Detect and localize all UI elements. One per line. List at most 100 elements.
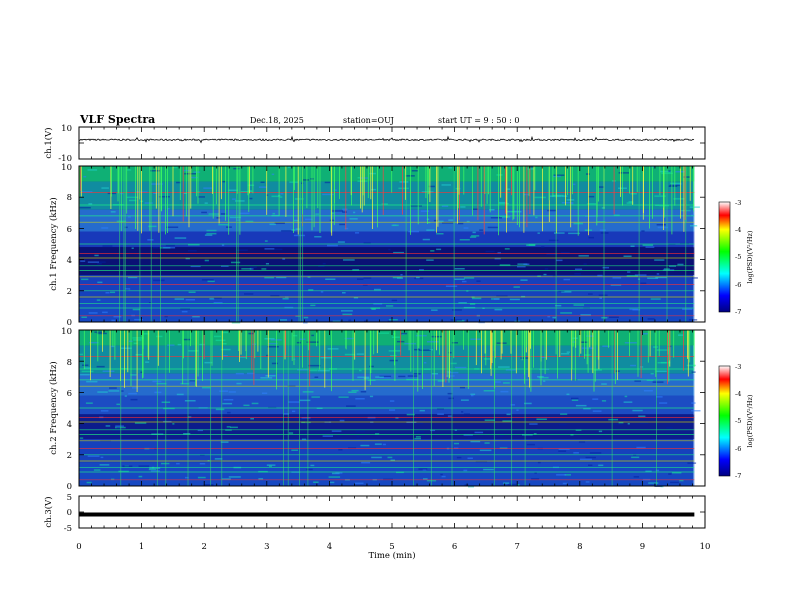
spectrogram-speckle: [279, 196, 283, 198]
spectrogram-speckle: [188, 291, 196, 293]
spectrogram-speckle: [556, 259, 563, 262]
spectrogram-speckle: [344, 353, 356, 356]
spectrogram-speckle: [337, 435, 341, 438]
spectrogram-speckle: [184, 173, 196, 175]
spectrogram-speckle: [359, 369, 362, 372]
spectrogram-speckle: [390, 459, 395, 461]
spectrogram-speckle: [311, 334, 314, 337]
ch1-cb-tick-m7: -7: [735, 308, 741, 316]
spectrogram-speckle: [468, 486, 474, 488]
spectrogram-speckle: [177, 343, 182, 346]
spectrogram-speckle: [484, 419, 495, 421]
spectrogram-speckle: [410, 205, 422, 207]
ch1-freq-tick-2: 2: [67, 287, 72, 297]
spectrogram-speckle: [148, 468, 157, 471]
spectrogram-speckle: [276, 425, 286, 428]
spectrogram-speckle: [499, 202, 509, 205]
spectrogram-speckle: [325, 278, 336, 280]
spectrogram-speckle: [348, 319, 352, 322]
spectrogram-speckle: [528, 244, 536, 246]
spectrogram-speckle: [266, 354, 269, 357]
spectrogram-speckle: [470, 440, 481, 443]
spectrogram-speckle: [97, 263, 102, 265]
spectrogram-speckle: [556, 474, 567, 476]
ch2-cb-tick-m4: -4: [735, 390, 741, 398]
spectrogram-speckle: [93, 469, 101, 471]
spectrogram-speckle: [558, 448, 570, 450]
ch2-spectrogram-bands: [79, 330, 701, 488]
spectrogram-band: [79, 395, 695, 415]
spectrogram-speckle: [450, 362, 457, 365]
spectrogram-speckle: [571, 203, 574, 205]
spectrogram-speckle: [333, 189, 337, 191]
spectrogram-speckle: [627, 423, 630, 425]
spectrogram-speckle: [138, 465, 150, 467]
spectrogram-speckle: [448, 351, 452, 354]
spectrogram-speckle: [201, 211, 207, 214]
spectrogram-speckle: [533, 433, 537, 435]
spectrogram-speckle: [563, 278, 571, 281]
spectrogram-speckle: [691, 402, 696, 404]
spectrogram-speckle: [264, 240, 268, 242]
spectrogram-speckle: [314, 376, 319, 378]
spectrogram-speckle: [502, 420, 512, 422]
spectrogram-speckle: [463, 469, 468, 472]
spectrogram-speckle: [209, 298, 215, 300]
spectrogram-speckle: [584, 354, 591, 356]
spectrogram-speckle: [314, 236, 322, 238]
spectrogram-speckle: [342, 313, 353, 316]
spectrogram-speckle: [363, 377, 370, 380]
spectrogram-speckle: [586, 173, 590, 175]
spectrogram-speckle: [668, 185, 678, 187]
spectrogram-speckle: [246, 372, 255, 375]
spectrogram-speckle: [249, 197, 253, 200]
spectrogram-speckle: [639, 366, 644, 368]
spectrogram-speckle: [645, 246, 655, 248]
spectrogram-speckle: [271, 362, 278, 365]
spectrogram-speckle: [473, 208, 478, 210]
xtick-0: 0: [76, 542, 81, 552]
spectrogram-speckle: [264, 276, 275, 279]
spectrogram-speckle: [499, 264, 511, 266]
spectrogram-speckle: [156, 382, 167, 385]
spectrogram-speckle: [80, 373, 90, 376]
spectrogram-speckle: [240, 191, 253, 193]
spectrogram-speckle: [600, 232, 609, 234]
spectrogram-speckle: [546, 253, 558, 255]
spectrogram-speckle: [353, 211, 356, 214]
spectrogram-speckle: [301, 438, 307, 441]
spectrogram-speckle: [634, 274, 647, 276]
spectrogram-speckle: [599, 229, 606, 231]
spectrogram-speckle: [132, 308, 140, 311]
spectrogram-speckle: [398, 187, 409, 190]
station-label: station=OUJ: [343, 116, 394, 125]
xtick-5: 5: [389, 542, 394, 552]
spectrogram-speckle: [656, 273, 660, 275]
spectrogram-speckle: [599, 297, 602, 299]
spectrogram-speckle: [422, 238, 430, 241]
spectrogram-speckle: [84, 367, 91, 369]
spectrogram-speckle: [229, 216, 241, 219]
spectrogram-speckle: [585, 481, 590, 483]
spectrogram-speckle: [378, 332, 390, 334]
spectrogram-speckle: [297, 369, 309, 371]
ch2-spectrogram-bursts: [79, 330, 695, 486]
spectrogram-speckle: [311, 396, 320, 398]
spectrogram-speckle: [597, 274, 603, 277]
ch1-spectrogram-ylabel: ch.1 Frequency (kHz): [48, 197, 59, 290]
spectrogram-speckle: [185, 476, 189, 479]
spectrogram-speckle: [356, 436, 360, 438]
spectrogram-speckle: [552, 275, 557, 278]
spectrogram-speckle: [660, 361, 671, 364]
spectrogram-band: [79, 414, 695, 440]
spectrogram-speckle: [437, 220, 444, 223]
spectrogram-speckle: [497, 252, 501, 254]
spectrogram-speckle: [537, 232, 540, 234]
spectrogram-speckle: [461, 399, 469, 401]
spectrogram-speckle: [355, 430, 366, 432]
ch2-cb-tick-m5: -5: [735, 417, 741, 425]
spectrogram-speckle: [560, 252, 570, 254]
spectrogram-speckle: [520, 279, 528, 281]
spectrogram-speckle: [499, 201, 507, 204]
date-label: Dec.18, 2025: [250, 116, 304, 125]
